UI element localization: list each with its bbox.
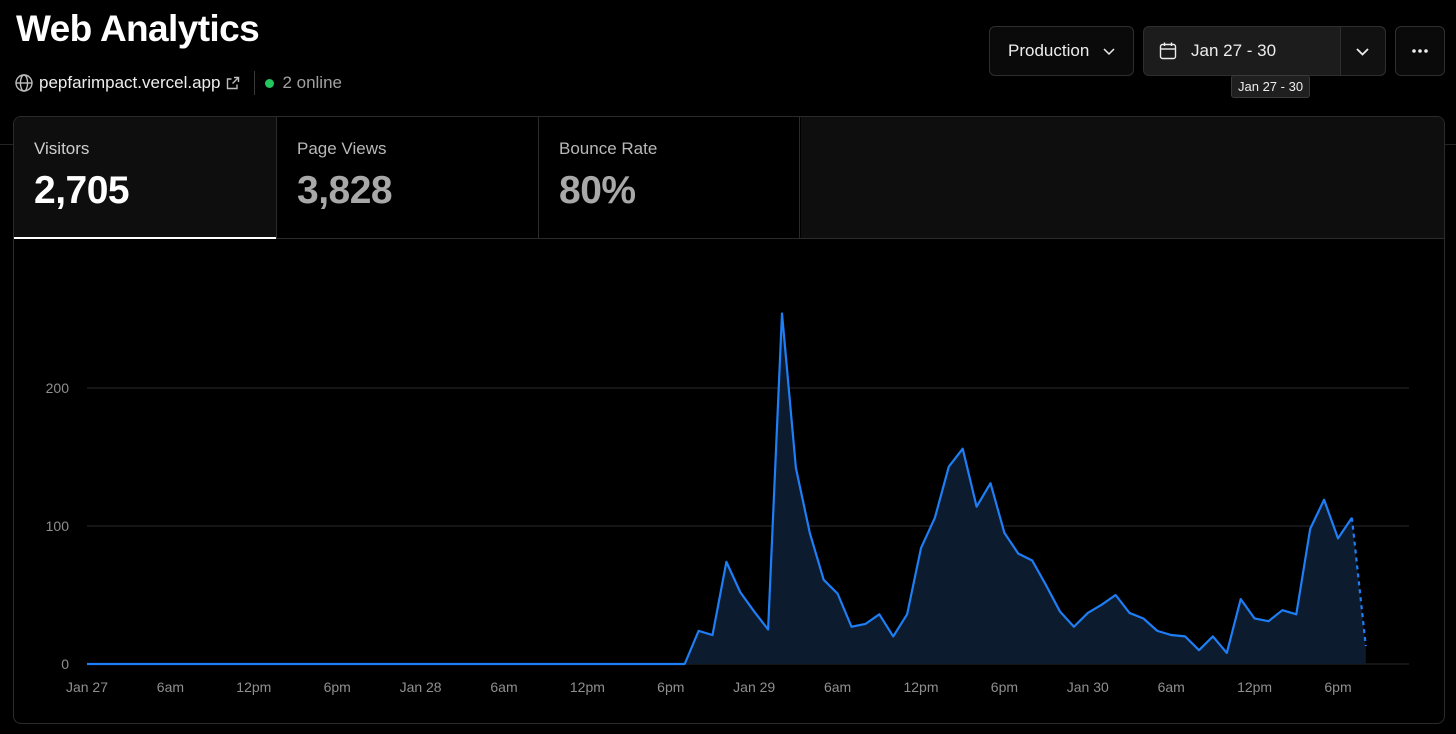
divider	[254, 71, 256, 95]
y-tick-label: 200	[46, 380, 70, 396]
chart-area	[87, 313, 1366, 664]
x-tick-label: 6am	[490, 679, 517, 695]
metric-value: 80%	[559, 169, 636, 212]
date-range-label: Jan 27 - 30	[1191, 41, 1277, 60]
metric-label: Page Views	[297, 139, 387, 158]
metric-value: 2,705	[34, 169, 130, 212]
metric-label: Visitors	[34, 139, 90, 158]
x-tick-label: 12pm	[903, 679, 938, 695]
x-tick-label: 6pm	[991, 679, 1018, 695]
x-tick-label: Jan 27	[66, 679, 108, 695]
date-range-picker[interactable]: Jan 27 - 30	[1143, 26, 1386, 76]
x-tick-label: 6am	[157, 679, 184, 695]
online-count: 2 online	[282, 73, 342, 92]
tabs-filler	[801, 117, 1444, 238]
more-options-button[interactable]	[1395, 26, 1445, 76]
project-info: pepfarimpact.vercel.app 2 online	[14, 70, 342, 96]
metric-tabs: Visitors 2,705 Page Views 3,828 Bounce R…	[14, 117, 1444, 239]
external-link-icon[interactable]	[226, 76, 240, 90]
y-tick-label: 100	[46, 518, 70, 534]
x-tick-label: 12pm	[570, 679, 605, 695]
chevron-down-icon	[1103, 48, 1115, 56]
calendar-icon	[1159, 42, 1177, 60]
x-tick-label: 6pm	[1324, 679, 1351, 695]
x-tick-label: 12pm	[1237, 679, 1272, 695]
project-domain-link[interactable]: pepfarimpact.vercel.app	[39, 73, 221, 92]
x-tick-label: 6am	[824, 679, 851, 695]
y-tick-label: 0	[61, 656, 69, 672]
date-range-dropdown-button[interactable]	[1341, 27, 1385, 75]
chart-line	[87, 312, 1353, 666]
page-title: Web Analytics	[16, 8, 260, 49]
chevron-down-icon	[1356, 48, 1369, 56]
x-tick-label: 12pm	[236, 679, 271, 695]
tab-bounce-rate[interactable]: Bounce Rate 80%	[539, 117, 800, 238]
metric-label: Bounce Rate	[559, 139, 658, 158]
analytics-card: Visitors 2,705 Page Views 3,828 Bounce R…	[13, 116, 1445, 724]
globe-icon	[15, 74, 33, 92]
chart-line-partial	[1350, 517, 1367, 647]
environment-select[interactable]: Production	[989, 26, 1134, 76]
environment-label: Production	[1008, 41, 1090, 60]
x-tick-label: Jan 28	[400, 679, 442, 695]
x-tick-label: Jan 30	[1067, 679, 1109, 695]
x-tick-label: Jan 29	[733, 679, 775, 695]
visitors-chart: 0 100 200 Jan 27 6am 12pm 6pm Jan 28 6am 12pm 6pm J…	[46, 312, 1409, 695]
tab-visitors[interactable]: Visitors 2,705	[14, 117, 277, 239]
metric-value: 3,828	[297, 169, 393, 212]
tab-page-views[interactable]: Page Views 3,828	[277, 117, 539, 238]
divider	[1340, 27, 1341, 75]
x-tick-label: 6pm	[657, 679, 684, 695]
ellipsis-icon	[1412, 49, 1428, 53]
date-range-tooltip: Jan 27 - 30	[1231, 75, 1311, 98]
online-status-dot	[265, 78, 275, 88]
x-tick-label: 6pm	[324, 679, 351, 695]
x-tick-label: 6am	[1158, 679, 1185, 695]
